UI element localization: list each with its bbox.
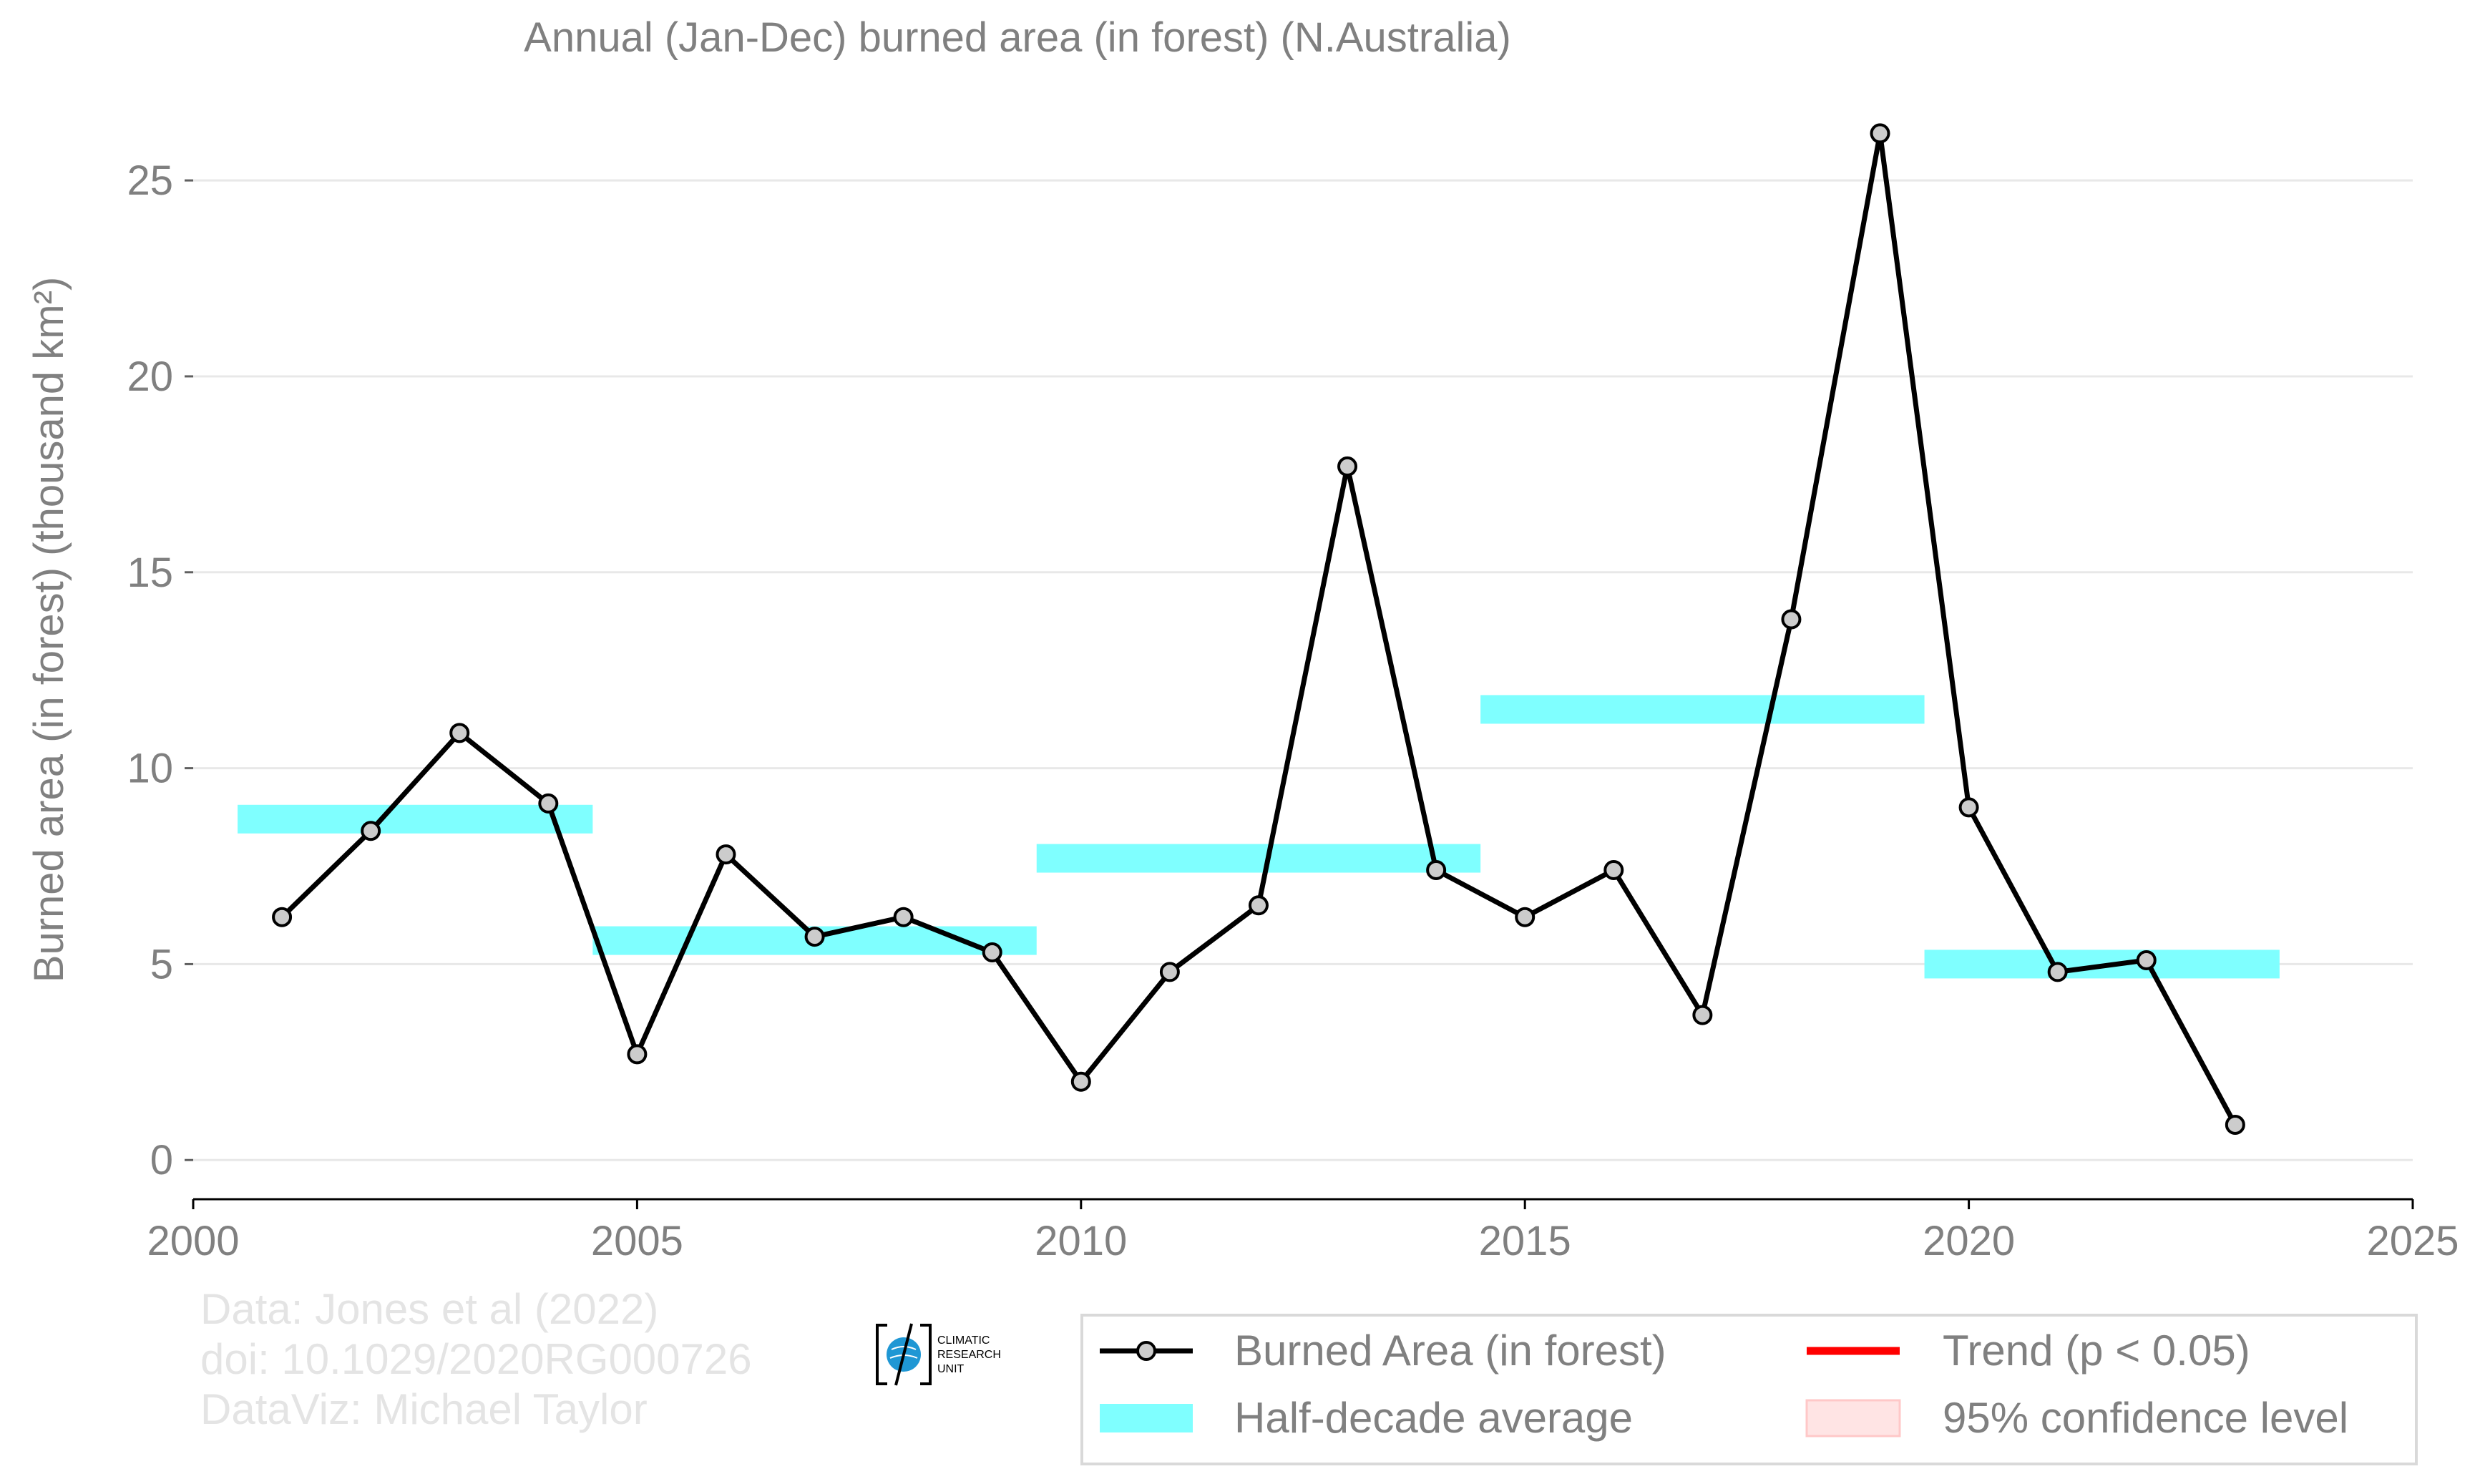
legend-label-half-decade: Half-decade average (1234, 1394, 1633, 1442)
data-point (272, 907, 293, 927)
x-tick-label: 2015 (1479, 1218, 1571, 1264)
logo-text-line1: CLIMATIC (937, 1334, 990, 1347)
y-tick-label: 10 (127, 746, 173, 792)
credit-source: Data: Jones et al (2022) (200, 1285, 659, 1333)
data-point (1337, 456, 1358, 477)
logo-text-line2: RESEARCH (937, 1349, 1001, 1361)
data-point (2225, 1114, 2245, 1135)
x-tick-label: 2000 (147, 1218, 239, 1264)
half-decade-bar (1480, 695, 1925, 724)
y-tick-label: 5 (150, 941, 173, 987)
half-decade-bar (1036, 844, 1481, 873)
x-tick-label: 2005 (591, 1218, 683, 1264)
data-point (1248, 895, 1269, 916)
data-point (1515, 907, 1536, 927)
data-point (982, 942, 1002, 962)
data-point (1692, 1005, 1713, 1025)
data-point (1426, 859, 1447, 880)
data-point (1958, 797, 1979, 818)
data-point (449, 723, 470, 743)
climatic-research-unit-logo: CLIMATIC RESEARCH UNIT (874, 1322, 1017, 1387)
data-point (893, 907, 914, 927)
data-point (1159, 962, 1180, 982)
y-axis: 0 5 10 15 20 25 (127, 157, 193, 1183)
x-tick-label: 2010 (1035, 1218, 1127, 1264)
y-tick-label: 20 (127, 353, 173, 400)
legend-half-decade-swatch (1100, 1404, 1193, 1432)
credit-doi: doi: 10.1029/2020RG000726 (200, 1335, 752, 1383)
grid-lines (193, 179, 2413, 1161)
data-point (2136, 950, 2157, 970)
y-tick-label: 15 (127, 550, 173, 596)
legend-label-confidence: 95% confidence level (1943, 1394, 2348, 1442)
half-decade-bars (238, 695, 2280, 979)
legend-label-burned-area: Burned Area (in forest) (1234, 1327, 1666, 1375)
x-axis: 2000 2005 2010 2015 2020 2025 (147, 1198, 2459, 1264)
chart-title: Annual (Jan-Dec) burned area (in forest)… (524, 14, 1511, 61)
y-tick-label: 0 (150, 1137, 173, 1183)
data-point (627, 1044, 648, 1065)
burned-area-series (272, 123, 2245, 1135)
legend-box (1080, 1314, 2418, 1465)
logo-text-line3: UNIT (937, 1363, 965, 1375)
data-point (1070, 1071, 1091, 1092)
data-point (2047, 962, 2068, 982)
credit-dataviz: DataViz: Michael Taylor (200, 1385, 648, 1433)
legend: Burned Area (in forest) Half-decade aver… (1080, 1314, 2418, 1465)
data-point (361, 821, 381, 841)
data-point (716, 844, 736, 865)
x-tick-label: 2025 (2366, 1218, 2459, 1264)
legend-confidence-swatch (1805, 1399, 1901, 1437)
data-point (1603, 859, 1624, 880)
y-axis-label: Burned area (in forest) (thousand km²) (26, 277, 72, 982)
y-tick-label: 25 (127, 157, 173, 204)
data-point (1870, 123, 1890, 144)
data-point (538, 793, 559, 814)
x-tick-label: 2020 (1923, 1218, 2015, 1264)
half-decade-bar (238, 804, 593, 834)
legend-marker-swatch (1136, 1341, 1156, 1361)
legend-label-trend: Trend (p < 0.05) (1943, 1327, 2250, 1375)
data-point (804, 927, 825, 947)
data-credits: Data: Jones et al (2022) doi: 10.1029/20… (200, 1284, 752, 1435)
data-point (1781, 609, 1802, 630)
